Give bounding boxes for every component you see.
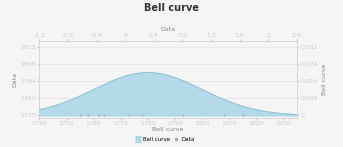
- Y-axis label: Bell curve: Bell curve: [322, 64, 327, 95]
- Y-axis label: Data: Data: [12, 72, 17, 87]
- Legend: Bell curve, Data: Bell curve, Data: [132, 135, 197, 144]
- Point: [240, 113, 245, 116]
- Point: [221, 113, 226, 116]
- Point: [77, 113, 83, 116]
- Point: [140, 113, 145, 116]
- X-axis label: Data: Data: [161, 27, 176, 32]
- Point: [85, 113, 91, 116]
- Text: Bell curve: Bell curve: [144, 3, 199, 13]
- X-axis label: Bell curve: Bell curve: [152, 127, 184, 132]
- Point: [96, 113, 102, 116]
- Point: [180, 113, 186, 116]
- Point: [102, 113, 107, 116]
- Point: [126, 113, 132, 116]
